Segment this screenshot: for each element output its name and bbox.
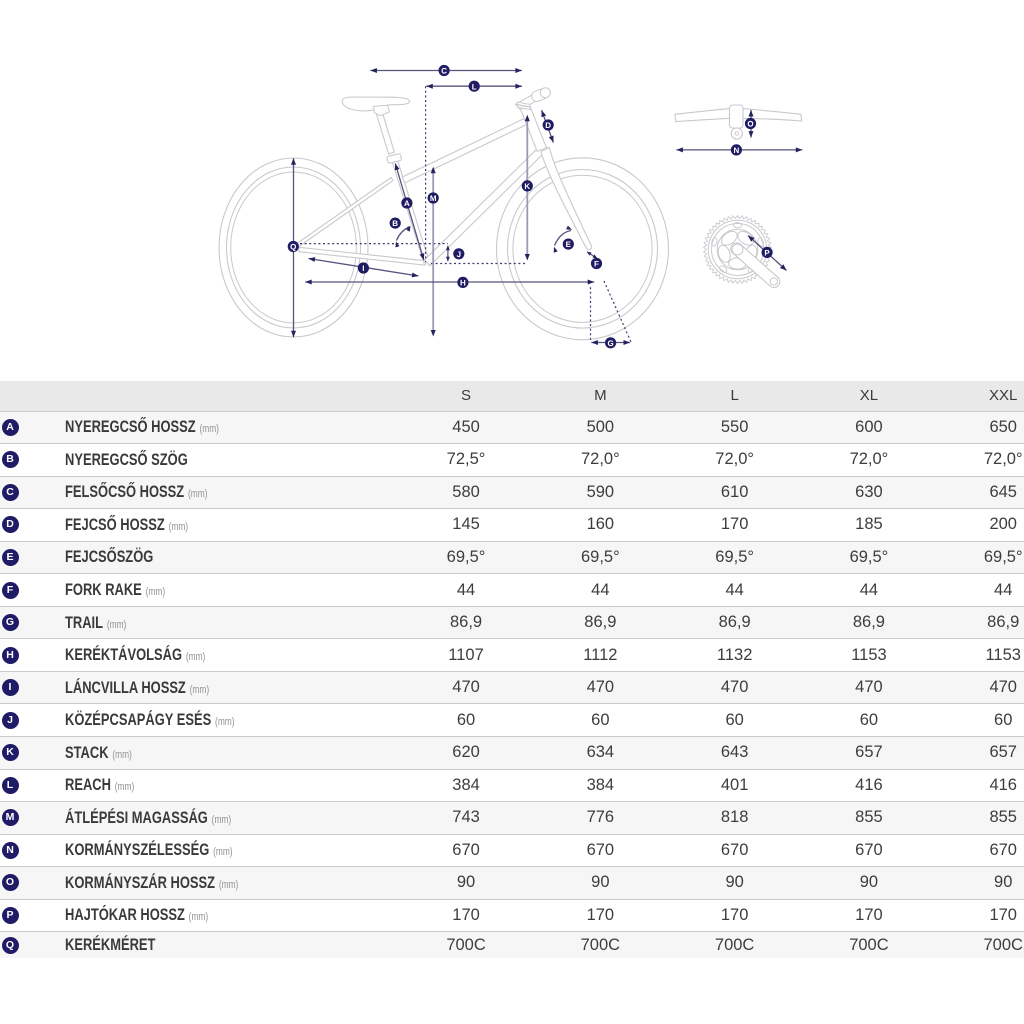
svg-text:N: N: [734, 146, 740, 155]
svg-text:D: D: [545, 121, 551, 130]
svg-text:P: P: [764, 249, 770, 258]
svg-text:I: I: [362, 264, 364, 273]
svg-text:G: G: [607, 339, 613, 348]
svg-text:Q: Q: [290, 243, 296, 252]
svg-text:B: B: [392, 219, 398, 228]
svg-text:K: K: [524, 182, 530, 191]
svg-text:O: O: [747, 120, 753, 129]
svg-text:F: F: [594, 260, 599, 269]
svg-text:H: H: [460, 279, 466, 288]
svg-text:J: J: [457, 250, 461, 259]
svg-text:E: E: [566, 240, 572, 249]
svg-text:C: C: [441, 67, 447, 76]
svg-text:L: L: [472, 82, 477, 91]
svg-text:A: A: [404, 199, 410, 208]
svg-text:M: M: [430, 194, 437, 203]
